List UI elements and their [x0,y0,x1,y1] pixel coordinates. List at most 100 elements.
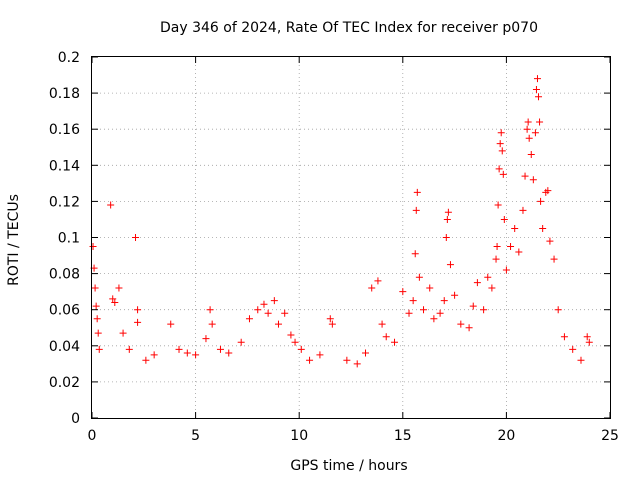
data-point [270,297,278,305]
data-point [554,306,562,314]
data-point [287,331,295,339]
y-tick-label: 0.12 [49,194,80,210]
data-point [92,302,100,310]
data-point [208,320,216,328]
data-point [539,224,547,232]
y-tick-label: 0.1 [58,231,80,247]
data-point [89,243,97,251]
data-point [529,176,537,184]
data-point [328,320,336,328]
data-point [484,273,492,281]
data-point [409,297,417,305]
data-point [495,165,503,173]
data-point [216,345,224,353]
data-point [446,261,454,269]
data-point [496,140,504,148]
data-point [521,172,529,180]
data-point [480,306,488,314]
x-tick-label: 20 [497,428,515,444]
data-point [497,129,505,137]
x-axis-label: GPS time / hours [290,458,407,474]
data-point [245,315,253,323]
data-point [94,329,102,337]
data-point [494,201,502,209]
data-point [291,338,299,346]
data-point [183,349,191,357]
data-point [560,333,568,341]
y-tick-label: 0.06 [49,303,80,319]
y-tick-label: 0.2 [58,50,80,66]
data-point [536,118,544,126]
data-point [411,250,419,258]
y-tick-label: 0.02 [49,375,80,391]
data-point [585,338,593,346]
x-tick-label: 0 [88,428,97,444]
data-point [382,333,390,341]
data-point [515,248,523,256]
x-tick-label: 25 [601,428,619,444]
data-point [202,335,210,343]
data-point [225,349,233,357]
data-point [119,329,127,337]
data-point [378,320,386,328]
data-point [436,309,444,317]
data-point [368,284,376,292]
data-point [473,279,481,287]
data-point [426,284,434,292]
data-point [274,320,282,328]
data-point [297,345,305,353]
data-point [465,324,473,332]
data-point [569,345,577,353]
data-point [583,333,591,341]
data-point [374,277,382,285]
data-point [451,291,459,299]
data-point [167,320,175,328]
data-point [500,215,508,223]
x-tick-label: 10 [290,428,308,444]
data-point [546,237,554,245]
data-point [353,360,361,368]
data-point [109,295,117,303]
data-point [511,224,519,232]
data-point [519,206,527,214]
data-point [544,187,552,195]
data-point [532,85,540,93]
data-point [107,201,115,209]
data-point [132,234,140,241]
data-point [523,125,531,133]
data-point [577,356,585,364]
axis-ticks: 0 5 10 15 20 25 0 0.02 0.04 0.06 0.08 0.1 0.12 0.14 0.… [49,50,619,444]
data-point [343,356,351,364]
data-point [326,315,334,323]
data-point [111,298,119,306]
data-point [150,351,158,359]
data-point [237,338,245,346]
data-point [498,147,506,155]
data-point [415,273,423,281]
data-point [525,134,533,142]
data-point [175,345,183,353]
x-tick-label: 5 [191,428,200,444]
data-point [399,288,407,296]
data-point [502,266,510,274]
data-point [430,315,438,323]
plot-frame [91,56,611,419]
y-tick-label: 0.16 [49,122,80,138]
y-tick-label: 0.08 [49,267,80,283]
data-point [412,206,420,214]
x-tick-label: 15 [394,428,412,444]
data-point [444,208,452,216]
data-point [488,284,496,292]
data-point [531,129,539,137]
data-point [537,197,545,205]
data-point [440,297,448,305]
data-point [264,309,272,317]
data-point [93,315,101,323]
y-tick-label: 0.04 [49,339,80,355]
y-tick-label: 0.18 [49,86,80,102]
data-point [533,75,541,83]
data-point [206,306,214,314]
data-point [469,302,477,310]
data-point [362,349,370,357]
